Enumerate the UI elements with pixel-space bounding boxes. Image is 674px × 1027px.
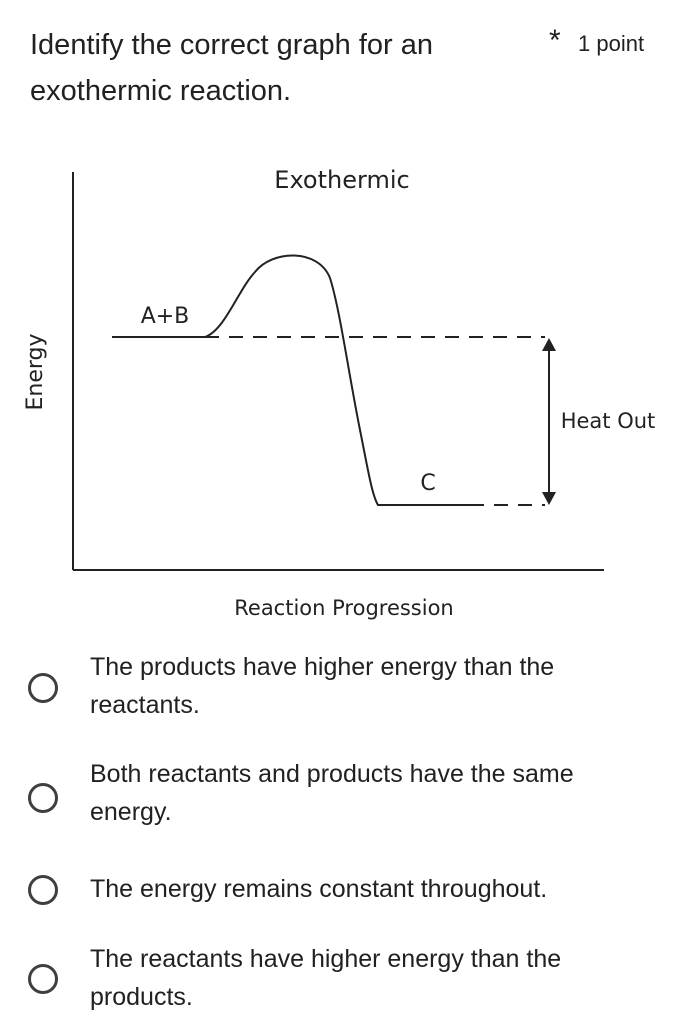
required-asterisk: * xyxy=(549,24,561,57)
y-axis-label: Energy xyxy=(23,333,48,410)
radio-button[interactable] xyxy=(28,875,58,905)
question-title: Identify the correct graph for an exothe… xyxy=(30,29,433,107)
reactants-label: A+B xyxy=(141,304,190,329)
question-header: Identify the correct graph for an exothe… xyxy=(0,0,674,120)
energy-diagram-image: Exothermic Energy Reaction Progression A… xyxy=(0,150,674,630)
heat-arrow-up-head xyxy=(542,338,556,351)
option-label: The reactants have higher energy than th… xyxy=(90,945,562,1011)
x-axis-label: Reaction Progression xyxy=(234,596,454,620)
reaction-energy-curve xyxy=(112,254,470,506)
radio-button[interactable] xyxy=(28,673,58,703)
heat-arrow-down-head xyxy=(542,492,556,505)
option-label: Both reactants and products have the sam… xyxy=(90,760,574,826)
option-label: The energy remains constant throughout. xyxy=(90,875,548,903)
diagram-title: Exothermic xyxy=(274,166,409,194)
radio-button[interactable] xyxy=(28,964,58,994)
energy-diagram: Exothermic Energy Reaction Progression A… xyxy=(23,166,656,620)
heat-out-label: Heat Out xyxy=(561,409,656,433)
option-label: The products have higher energy than the… xyxy=(90,653,555,719)
points-label: 1 point xyxy=(578,31,645,56)
radio-button[interactable] xyxy=(28,783,58,813)
products-label: C xyxy=(420,471,435,496)
